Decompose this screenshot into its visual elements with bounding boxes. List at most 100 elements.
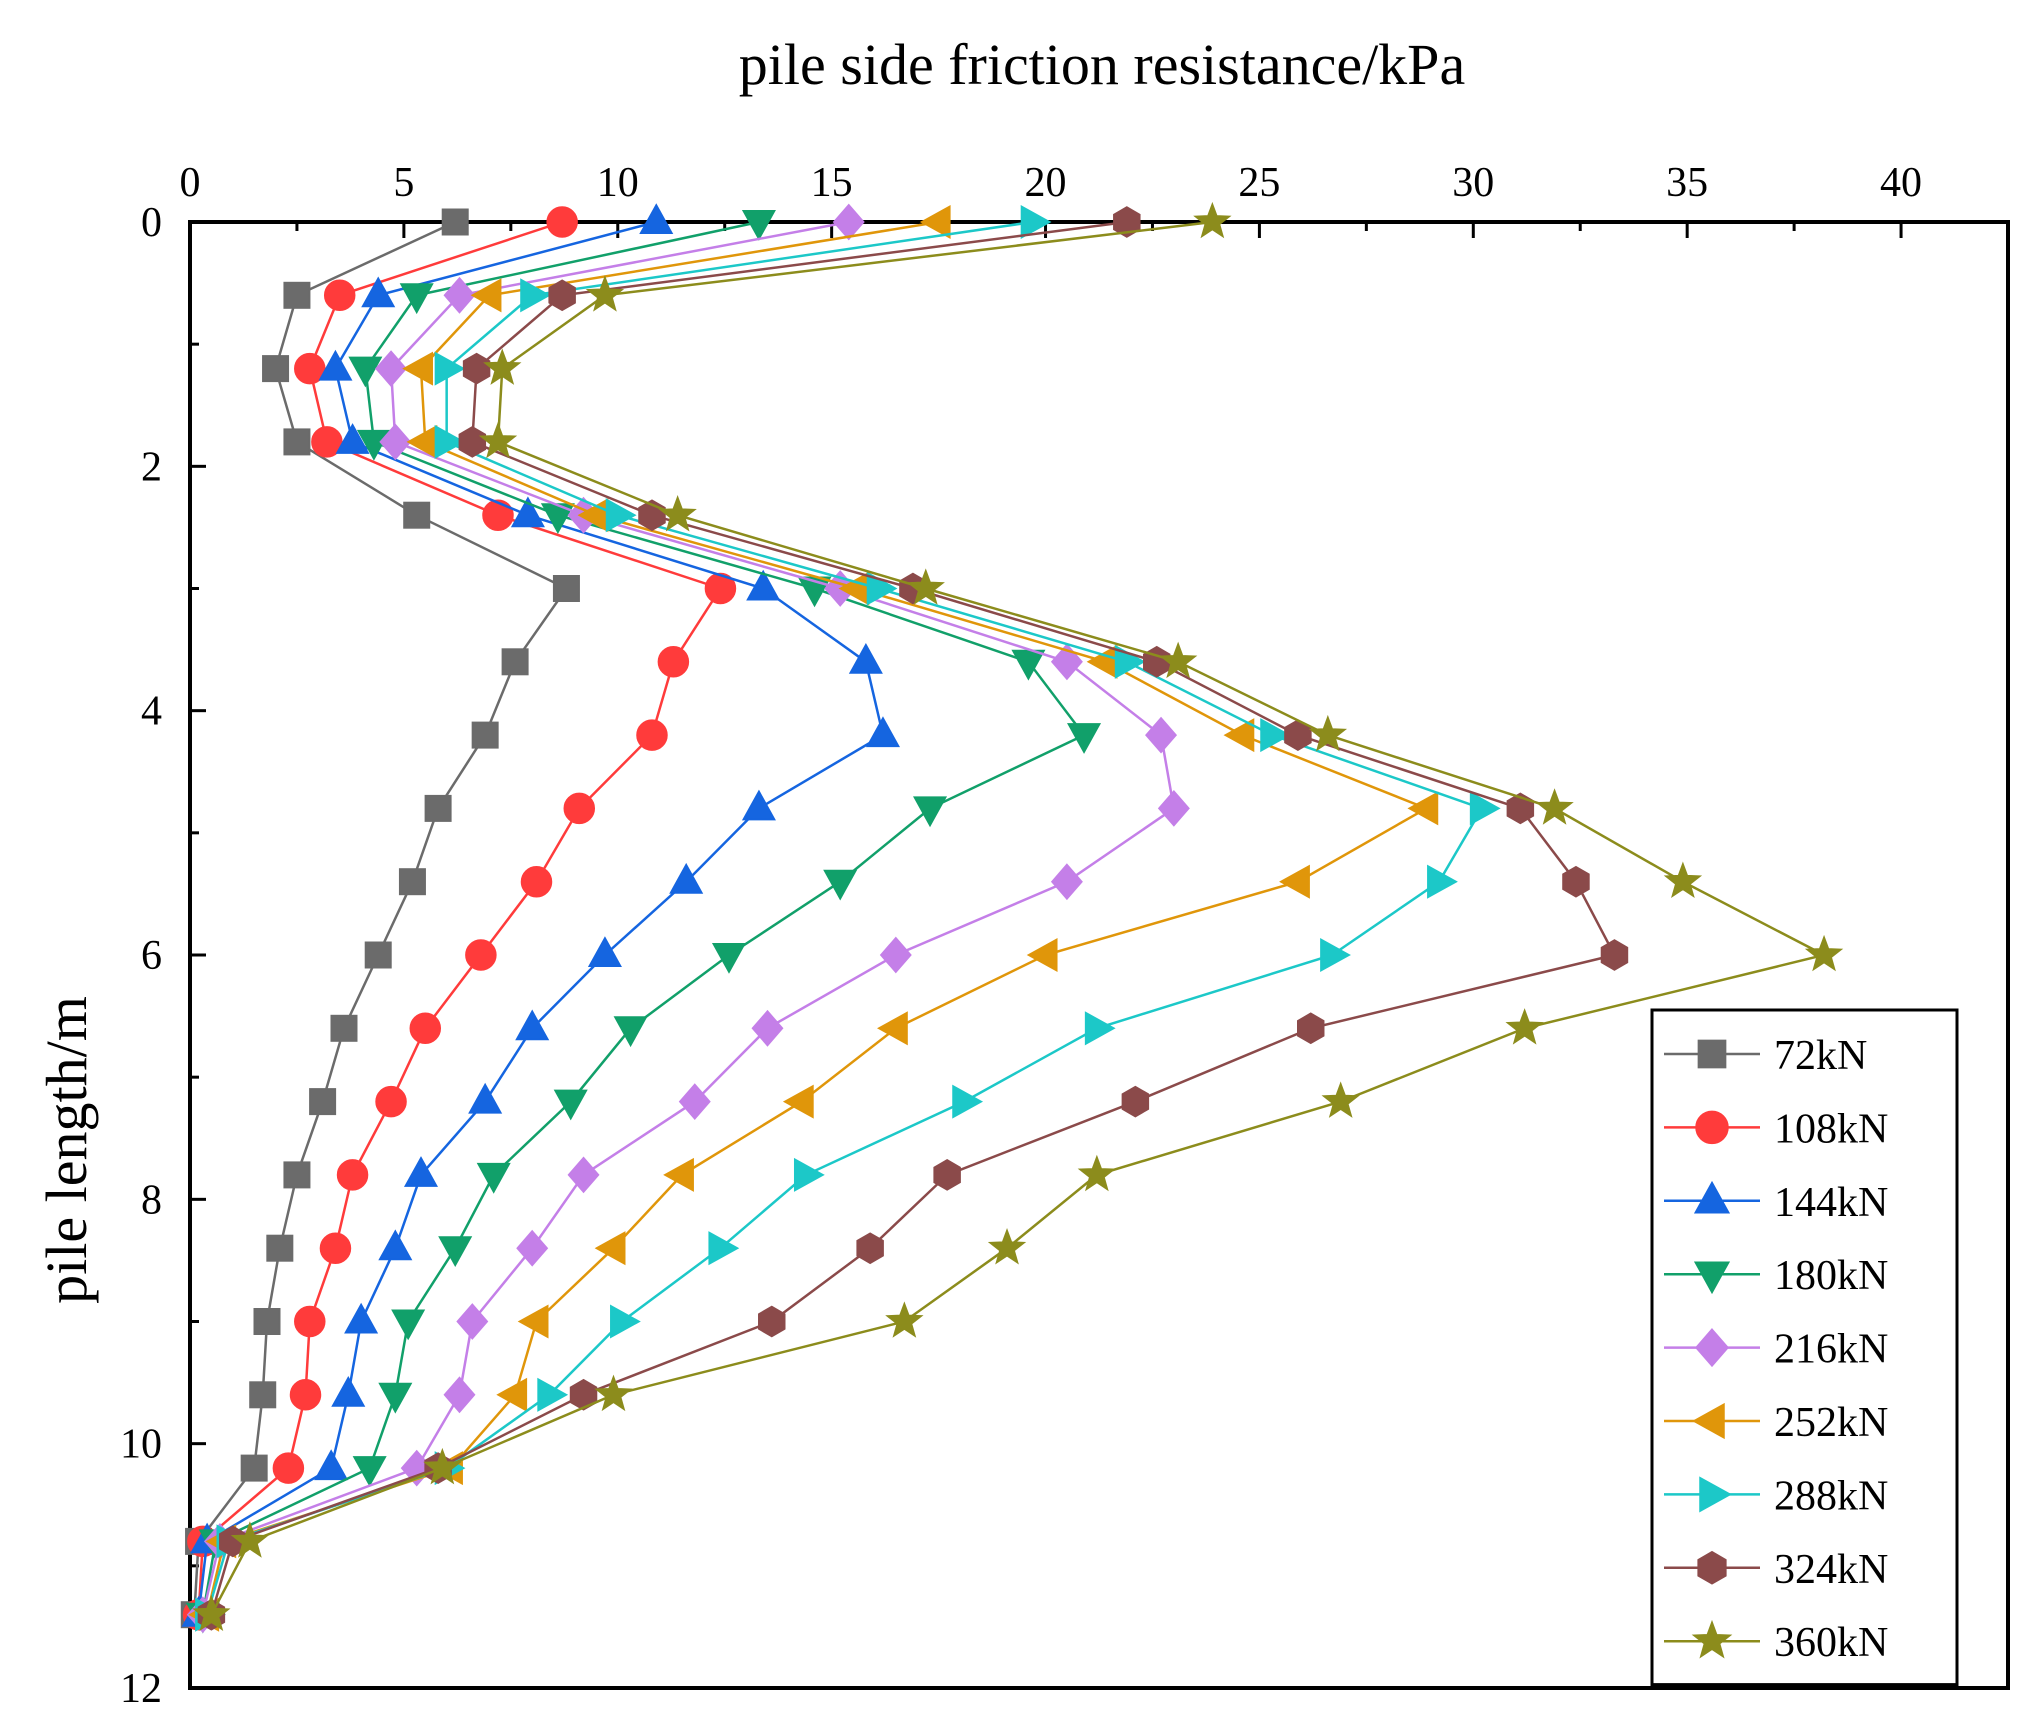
series-line-180kN	[201, 220, 1086, 1615]
data-point-252kN	[1279, 864, 1310, 899]
data-point-72kN	[262, 355, 290, 383]
data-point-360kN	[230, 1521, 270, 1558]
series-line-360kN	[210, 220, 1828, 1616]
data-point-324kN	[1600, 939, 1629, 971]
data-point-252kN	[470, 278, 502, 313]
data-point-288kN	[434, 351, 466, 386]
data-point-72kN	[249, 1381, 277, 1409]
data-point-288kN	[1084, 1011, 1116, 1046]
data-point-288kN	[1320, 937, 1351, 973]
data-point-144kN	[741, 789, 776, 821]
data-point-180kN	[913, 796, 948, 828]
data-point-216kN	[375, 350, 408, 387]
data-point-252kN	[402, 351, 433, 386]
data-point-216kN	[456, 1303, 489, 1340]
legend-label: 108kN	[1774, 1106, 1888, 1152]
legend-marker	[1693, 1180, 1731, 1214]
legend-marker	[1692, 1402, 1725, 1440]
legend-marker	[1695, 1110, 1729, 1145]
series-72kN	[180, 208, 580, 1629]
data-point-144kN	[468, 1082, 503, 1114]
legend: 72kN 108kN 144kN 180kN 216kN 252kN 288kN 324kN 3…	[1650, 1008, 1959, 1687]
data-point-216kN	[751, 1009, 784, 1047]
data-point-180kN	[378, 1382, 413, 1414]
data-point-72kN	[501, 648, 529, 676]
data-point-144kN	[515, 1009, 550, 1041]
data-point-144kN	[331, 1375, 366, 1407]
x-tick-label: 0	[180, 160, 201, 206]
data-point-360kN	[594, 1374, 633, 1412]
data-point-252kN	[496, 1377, 528, 1412]
data-point-72kN	[424, 794, 452, 822]
data-point-108kN	[465, 939, 497, 971]
data-point-180kN	[391, 1309, 426, 1341]
data-point-108kN	[294, 352, 326, 385]
data-point-216kN	[443, 1376, 476, 1414]
data-point-144kN	[848, 642, 883, 674]
data-point-180kN	[476, 1162, 511, 1194]
data-point-72kN	[441, 208, 469, 236]
y-tick-label: 6	[141, 933, 162, 979]
data-point-360kN	[1505, 1008, 1544, 1045]
data-point-180kN	[399, 283, 434, 315]
data-point-72kN	[283, 281, 311, 309]
legend-marker	[1697, 1550, 1727, 1585]
data-point-108kN	[319, 1232, 352, 1264]
plot-series	[180, 201, 1844, 1634]
legend-item-216kN: 216kN	[1664, 1327, 1888, 1373]
data-point-288kN	[605, 498, 637, 533]
data-point-72kN	[283, 428, 311, 456]
legend-item-180kN: 180kN	[1664, 1253, 1888, 1299]
legend-marker	[1691, 1619, 1733, 1659]
y-axis-title: pile length/m	[34, 996, 99, 1304]
data-point-144kN	[587, 936, 622, 967]
data-point-108kN	[520, 865, 553, 898]
data-point-144kN	[344, 1302, 379, 1334]
legend-label: 180kN	[1774, 1253, 1888, 1299]
legend-label: 252kN	[1774, 1400, 1888, 1446]
legend-label: 216kN	[1774, 1327, 1888, 1373]
data-point-108kN	[482, 499, 514, 531]
data-point-72kN	[309, 1088, 337, 1116]
data-point-324kN	[462, 352, 491, 385]
series-180kN	[185, 210, 1102, 1634]
series-360kN	[192, 201, 1844, 1632]
data-point-108kN	[272, 1452, 305, 1484]
data-point-180kN	[553, 1089, 588, 1121]
x-tick-label: 25	[1238, 160, 1280, 206]
data-point-288kN	[520, 278, 552, 313]
data-point-252kN	[594, 1231, 626, 1266]
data-point-360kN	[1077, 1154, 1117, 1192]
data-point-360kN	[987, 1228, 1027, 1265]
x-tick-label: 15	[811, 160, 853, 206]
data-point-108kN	[289, 1379, 322, 1411]
data-point-108kN	[375, 1085, 407, 1118]
data-point-216kN	[443, 276, 476, 314]
data-point-288kN	[1469, 791, 1501, 826]
data-point-216kN	[832, 203, 865, 241]
data-point-360kN	[1804, 934, 1844, 972]
series-216kN	[186, 203, 1190, 1634]
data-point-252kN	[877, 1011, 908, 1046]
series-252kN	[188, 204, 1439, 1632]
data-point-72kN	[240, 1454, 268, 1482]
data-point-180kN	[613, 1016, 648, 1048]
legend-item-72kN: 72kN	[1664, 1033, 1867, 1079]
data-point-216kN	[567, 1156, 600, 1194]
x-tick-label: 35	[1666, 160, 1708, 206]
data-point-360kN	[483, 348, 522, 385]
data-point-288kN	[793, 1157, 825, 1192]
data-point-108kN	[409, 1012, 442, 1045]
data-point-180kN	[348, 356, 383, 388]
data-point-144kN	[865, 716, 901, 748]
data-point-288kN	[610, 1304, 641, 1339]
data-point-360kN	[1308, 714, 1348, 752]
data-point-252kN	[1407, 791, 1439, 826]
data-point-288kN	[708, 1231, 740, 1266]
data-point-360kN	[1321, 1081, 1360, 1118]
legend-item-108kN: 108kN	[1664, 1106, 1888, 1152]
y-tick-label: 2	[141, 444, 162, 490]
data-point-324kN	[569, 1378, 598, 1411]
data-point-324kN	[458, 426, 487, 458]
